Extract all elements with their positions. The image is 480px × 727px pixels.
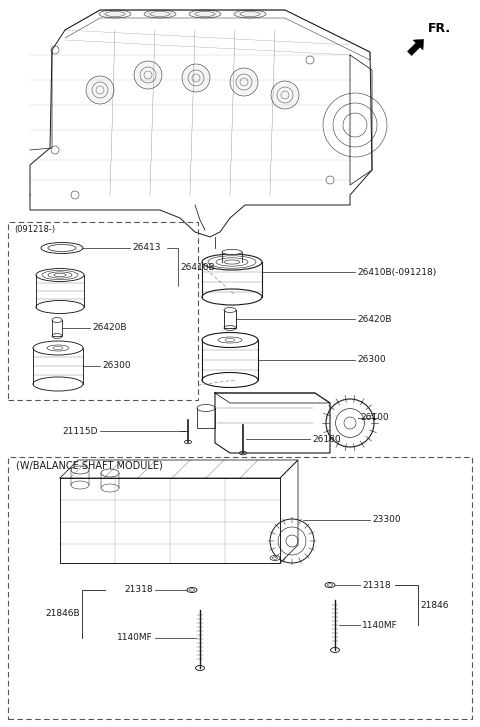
Circle shape — [326, 399, 374, 447]
Text: 26410B: 26410B — [180, 262, 215, 271]
Ellipse shape — [71, 481, 89, 489]
Text: 21318: 21318 — [124, 585, 153, 595]
Circle shape — [182, 64, 210, 92]
Ellipse shape — [224, 308, 236, 313]
Ellipse shape — [144, 10, 176, 18]
Ellipse shape — [202, 289, 262, 305]
Text: 26160: 26160 — [312, 435, 341, 443]
Text: 1140MF: 1140MF — [362, 621, 398, 630]
Circle shape — [51, 46, 59, 54]
Ellipse shape — [202, 372, 258, 387]
Ellipse shape — [195, 665, 204, 670]
Circle shape — [326, 176, 334, 184]
Text: FR.: FR. — [428, 23, 451, 36]
Ellipse shape — [48, 244, 76, 252]
Text: 23300: 23300 — [372, 515, 401, 524]
Ellipse shape — [36, 268, 84, 281]
Ellipse shape — [187, 587, 197, 593]
Ellipse shape — [202, 254, 262, 270]
Text: 21318: 21318 — [362, 580, 391, 590]
Ellipse shape — [189, 10, 221, 18]
Text: 26300: 26300 — [357, 356, 385, 364]
Circle shape — [51, 146, 59, 154]
Text: 26100: 26100 — [360, 414, 389, 422]
Ellipse shape — [33, 377, 83, 391]
Ellipse shape — [270, 555, 280, 561]
Circle shape — [270, 519, 314, 563]
Circle shape — [306, 56, 314, 64]
Ellipse shape — [234, 10, 266, 18]
Ellipse shape — [325, 582, 335, 587]
Text: 26300: 26300 — [102, 361, 131, 371]
Ellipse shape — [197, 404, 215, 411]
Ellipse shape — [41, 243, 83, 254]
Circle shape — [71, 191, 79, 199]
Ellipse shape — [222, 249, 242, 254]
Text: 26420B: 26420B — [92, 324, 127, 332]
Ellipse shape — [71, 466, 89, 474]
Circle shape — [286, 535, 298, 547]
Circle shape — [230, 68, 258, 96]
Text: 21846B: 21846B — [46, 609, 80, 619]
Bar — [8, 222, 198, 400]
Text: 21846: 21846 — [420, 601, 448, 609]
Text: 1140MF: 1140MF — [117, 633, 153, 643]
Circle shape — [134, 61, 162, 89]
Ellipse shape — [101, 469, 119, 477]
Text: 21115D: 21115D — [62, 427, 98, 435]
Text: 26420B: 26420B — [357, 315, 392, 324]
Ellipse shape — [224, 326, 236, 331]
Ellipse shape — [33, 341, 83, 355]
Circle shape — [86, 76, 114, 104]
Ellipse shape — [52, 334, 62, 339]
Circle shape — [271, 81, 299, 109]
Bar — [8, 457, 472, 719]
Text: 26410B(-091218): 26410B(-091218) — [357, 268, 436, 276]
Ellipse shape — [36, 300, 84, 313]
Ellipse shape — [331, 648, 339, 653]
Ellipse shape — [99, 10, 131, 18]
Ellipse shape — [202, 332, 258, 348]
Text: 26413: 26413 — [132, 244, 160, 252]
Text: (091218-): (091218-) — [14, 225, 55, 234]
Ellipse shape — [184, 441, 192, 443]
Ellipse shape — [101, 484, 119, 492]
Polygon shape — [408, 39, 424, 55]
Ellipse shape — [52, 318, 62, 323]
Ellipse shape — [240, 451, 247, 455]
Text: (W/BALANCE SHAFT MODULE): (W/BALANCE SHAFT MODULE) — [16, 461, 163, 471]
Circle shape — [278, 527, 306, 555]
